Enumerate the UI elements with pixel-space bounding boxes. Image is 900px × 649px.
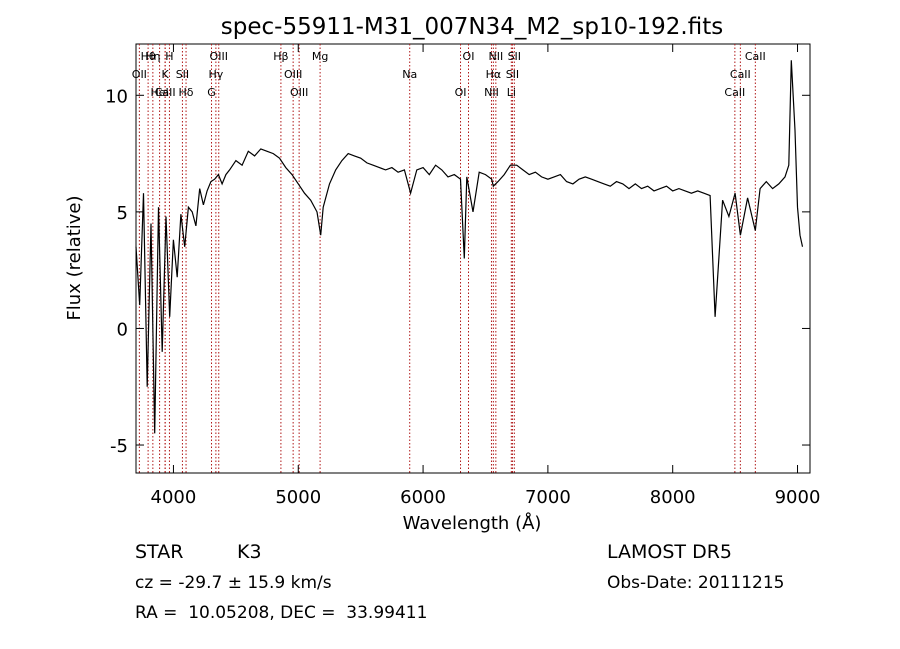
spectral-line-label: CaII	[724, 86, 745, 99]
spectral-line-label: CaII	[730, 68, 751, 81]
y-tick-label: 5	[117, 203, 128, 224]
survey-name: LAMOST DR5	[607, 541, 732, 563]
spectral-line-label: Hγ	[208, 68, 223, 81]
spectral-line-label: Li	[507, 86, 516, 99]
spectral-lines-layer	[138, 44, 756, 473]
x-tick-label: 6000	[400, 487, 446, 508]
x-tick-label: 7000	[525, 487, 571, 508]
spectral-line-label: G	[207, 86, 216, 99]
spectral-line-label: OIII	[284, 68, 302, 81]
spectral-line-label: Hα	[486, 68, 502, 81]
spectral-line-label: SII	[508, 50, 521, 63]
spectral-line-label: HeI	[150, 86, 168, 99]
y-axis-label: Flux (relative)	[64, 195, 85, 320]
axis-ticks-layer: 4000 5000 6000 7000 8000 9000 -5 0 5 10	[105, 44, 820, 508]
spectral-line-label: K	[161, 68, 169, 81]
y-tick-label: 10	[105, 86, 128, 107]
object-subclass: K3	[237, 541, 262, 563]
ra-dec-coordinates: RA = 10.05208, DEC = 33.99411	[135, 603, 428, 623]
spectral-line-label: OIII	[210, 50, 228, 63]
plot-frame	[135, 43, 811, 474]
x-tick-label: 9000	[775, 487, 821, 508]
spectral-line-label: OIII	[290, 86, 308, 99]
x-axis-label: Wavelength (Å)	[403, 512, 542, 534]
observation-date: Obs-Date: 20111215	[607, 573, 785, 593]
y-tick-label: 0	[117, 319, 128, 340]
spectral-line-label: SII	[506, 68, 519, 81]
x-tick-label: 8000	[650, 487, 696, 508]
spectral-line-labels-layer: HθOIICaIIHηKHeIHSIIHδOIIIHγGHβOIIIOIIIMg…	[132, 50, 766, 99]
spectral-line-label: H	[165, 50, 173, 63]
spectral-line-label: OI	[455, 86, 467, 99]
spectral-line-label: SII	[176, 68, 189, 81]
spectral-line-label: CaII	[745, 50, 766, 63]
spectral-line-label: OII	[132, 68, 147, 81]
spectrum-line	[135, 60, 804, 434]
redshift-cz: cz = -29.7 ± 15.9 km/s	[135, 573, 332, 593]
spectral-line-label: CaII	[155, 86, 176, 99]
spectral-line-label: Na	[402, 68, 417, 81]
spectral-line-label: NII	[488, 50, 503, 63]
spectral-line-label: Mg	[312, 50, 328, 63]
spectral-line-label: Hη	[145, 50, 160, 63]
x-tick-label: 5000	[275, 487, 321, 508]
spectral-line-label: OI	[463, 50, 475, 63]
spectral-line-label: Hδ	[179, 86, 194, 99]
chart-title: spec-55911-M31_007N34_M2_sp10-192.fits	[221, 14, 723, 40]
y-tick-label: -5	[110, 436, 128, 457]
x-tick-label: 4000	[151, 487, 197, 508]
series-layer	[135, 60, 804, 434]
spectral-line-label: NII	[484, 86, 499, 99]
object-class: STAR	[135, 541, 184, 563]
spectral-line-label: Hθ	[141, 50, 156, 63]
spectral-line-label: Hβ	[273, 50, 288, 63]
